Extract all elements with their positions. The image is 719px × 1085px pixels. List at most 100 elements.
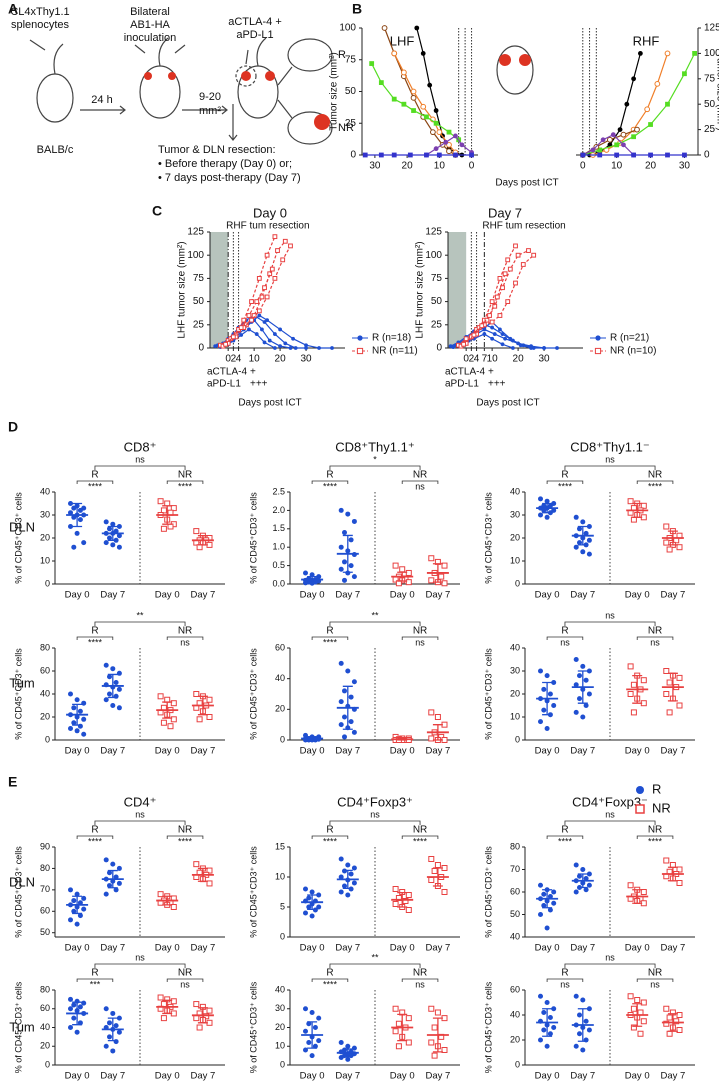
treatment-marks: + xyxy=(250,367,256,378)
y-tick-label: 0 xyxy=(198,343,204,354)
y-tick-label: 75 xyxy=(704,73,716,84)
marker xyxy=(254,299,260,305)
sd-bar xyxy=(542,681,553,716)
sd-bar xyxy=(107,525,118,541)
marker xyxy=(262,285,267,291)
y-tick-label: 20 xyxy=(510,1034,520,1044)
marker xyxy=(451,345,456,349)
series-line xyxy=(582,53,696,156)
marker xyxy=(116,686,122,692)
y-tick-label: 0 xyxy=(350,150,356,161)
marker xyxy=(577,873,582,879)
marker xyxy=(541,686,547,692)
treatment-marks: +++ xyxy=(250,379,268,390)
marker xyxy=(590,147,596,153)
sd-bar xyxy=(632,889,643,904)
sd-bar xyxy=(107,869,118,889)
marker xyxy=(434,714,441,720)
marker xyxy=(338,1055,344,1060)
y-tick-label: 40 xyxy=(40,486,50,496)
annotation: RHF tum resection xyxy=(482,221,565,232)
y-axis-label: Tumor size (mm²) xyxy=(329,52,340,131)
group-label: R xyxy=(326,825,333,836)
marker xyxy=(544,673,550,679)
marker xyxy=(682,152,687,158)
x-tick-label: Day 0 xyxy=(300,1071,325,1082)
marker xyxy=(272,276,278,281)
x-tick-label: 4 xyxy=(236,354,242,365)
marker xyxy=(541,1027,547,1033)
marker xyxy=(304,343,308,348)
marker xyxy=(303,1047,308,1053)
y-tick-label: 80 xyxy=(40,642,50,652)
diagram-label: AB1-HA xyxy=(130,19,170,31)
marker xyxy=(71,705,77,711)
marker xyxy=(634,997,641,1003)
y-tick-label: 20 xyxy=(275,1022,285,1032)
y-tick-label: 25 xyxy=(431,319,443,330)
marker xyxy=(68,1025,73,1030)
marker xyxy=(664,50,671,57)
marker xyxy=(206,880,213,887)
marker xyxy=(431,1024,438,1031)
test-bracket xyxy=(166,636,204,640)
x-tick-label: 0 xyxy=(225,354,231,365)
shaded-band xyxy=(448,232,467,348)
y-axis-label: % of CD45⁺CD3⁺ cells xyxy=(13,981,23,1073)
marker xyxy=(515,252,521,258)
y-tick-label: 0 xyxy=(436,343,442,354)
marker xyxy=(500,342,505,347)
marker xyxy=(206,867,213,874)
sd-bar xyxy=(197,535,208,546)
marker xyxy=(81,716,87,722)
marker xyxy=(256,308,262,314)
panel-label: E xyxy=(8,774,17,790)
x-axis-label: Days post ICT xyxy=(238,398,301,409)
marker xyxy=(273,332,277,336)
y-axis-label: LHF tumor size (mm²) xyxy=(415,241,426,338)
marker xyxy=(71,720,77,726)
marker xyxy=(348,719,354,725)
y-tick-label: 60 xyxy=(40,1003,50,1013)
marker xyxy=(306,904,312,910)
x-tick-label: Day 0 xyxy=(155,746,180,757)
marker xyxy=(392,901,399,907)
comparison-bracket xyxy=(94,465,186,470)
marker xyxy=(113,1023,119,1029)
marker xyxy=(676,880,683,886)
x-tick-label: Day 7 xyxy=(190,1071,215,1082)
comparison-bracket xyxy=(94,963,186,968)
marker xyxy=(580,714,586,720)
marker xyxy=(541,1010,547,1015)
marker xyxy=(433,146,439,152)
diagram-label: mm² xyxy=(199,105,221,117)
marker xyxy=(597,152,603,158)
marker xyxy=(351,1045,357,1051)
marker xyxy=(110,1048,116,1054)
x-tick-label: Day 7 xyxy=(190,943,215,954)
marker xyxy=(428,1005,435,1012)
x-tick-label: 20 xyxy=(645,161,657,172)
y-tick-label: 0 xyxy=(704,150,710,161)
y-tick-label: 30 xyxy=(40,509,50,519)
group-label: NR xyxy=(178,968,192,979)
group-label: R xyxy=(561,968,568,979)
diagram-label: aCTLA-4 + xyxy=(228,16,282,28)
marker xyxy=(330,346,334,350)
x-tick-label: Day 7 xyxy=(335,746,360,757)
marker xyxy=(516,341,520,346)
y-tick-label: 50 xyxy=(431,296,443,307)
y-tick-label: 60 xyxy=(510,886,520,896)
x-tick-label: Day 7 xyxy=(190,590,215,601)
test-bracket xyxy=(166,480,204,484)
marker xyxy=(405,579,412,586)
sd-bar xyxy=(667,1013,678,1032)
marker xyxy=(520,262,526,267)
marker xyxy=(538,882,543,888)
sd-bar xyxy=(342,1048,353,1058)
y-tick-label: 80 xyxy=(40,984,50,994)
group-label: NR xyxy=(178,470,192,481)
marker xyxy=(627,691,634,697)
marker xyxy=(538,512,543,518)
legend-label: R (n=18) xyxy=(372,333,411,344)
